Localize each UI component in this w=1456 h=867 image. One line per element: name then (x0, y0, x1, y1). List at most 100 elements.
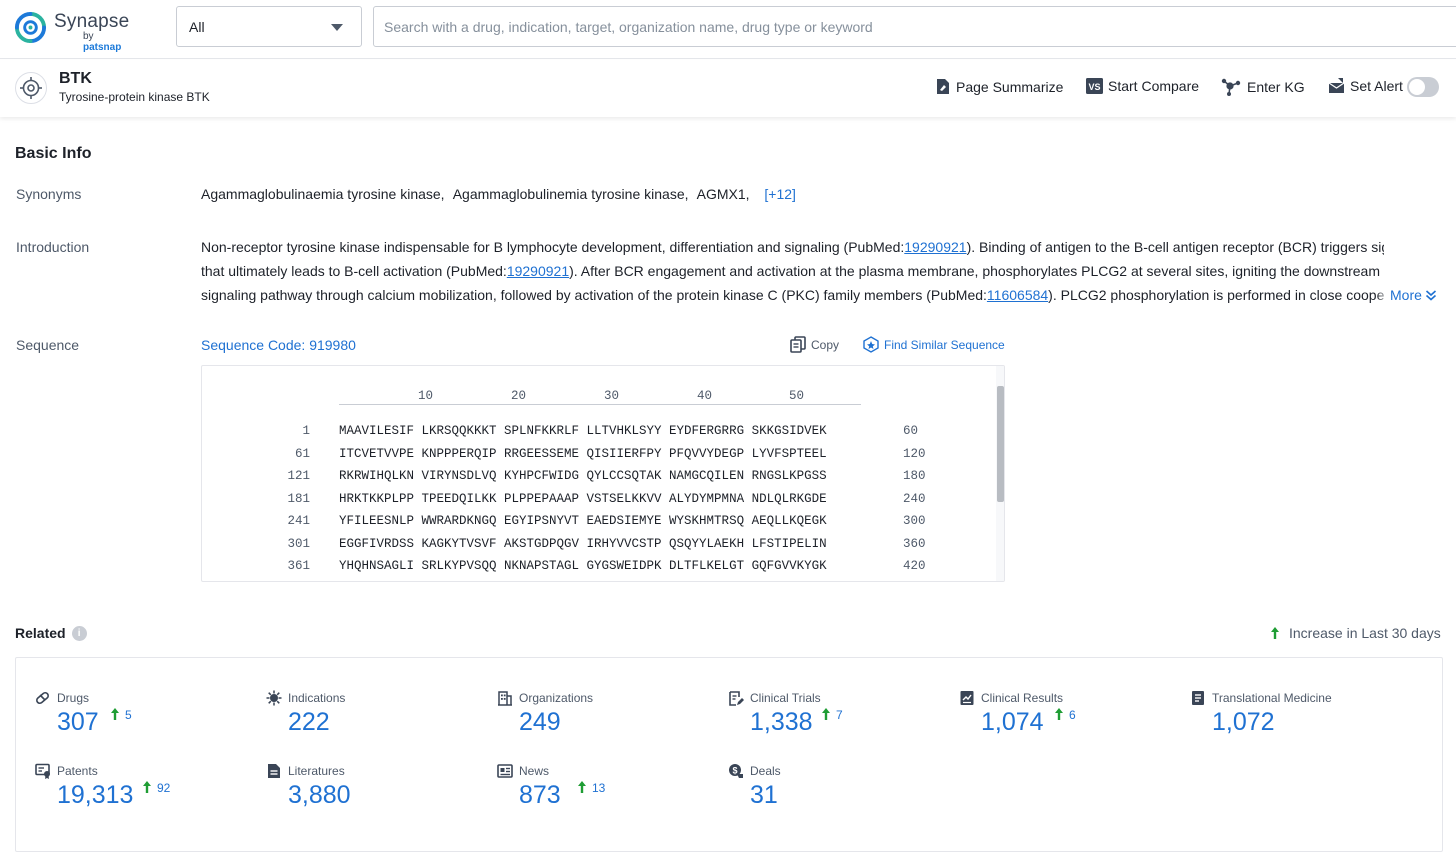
stat-value: 3,880 (288, 781, 351, 810)
related-stat-clinical-results[interactable]: Clinical Results 1,074 6 (959, 690, 1179, 750)
sequence-scrollbar-thumb[interactable] (997, 386, 1004, 502)
stat-value: 19,313 (57, 781, 133, 810)
stat-value: 1,072 (1212, 708, 1275, 737)
sequence-row-end: 420 (903, 559, 926, 573)
synapse-logo-icon (14, 11, 47, 44)
stat-value: 31 (750, 781, 778, 810)
sequence-row-end: 180 (903, 469, 926, 483)
increase-legend: Increase in Last 30 days (1270, 625, 1441, 641)
introduction-line: signaling pathway through calcium mobili… (201, 283, 1384, 307)
find-similar-sequence-button[interactable]: Find Similar Sequence (863, 336, 1005, 353)
target-name: BTK (59, 70, 92, 88)
stat-value: 1,338 (750, 708, 813, 737)
stat-label: Literatures (288, 764, 345, 778)
more-label: More (1390, 287, 1422, 303)
sequence-row-start: 1 (270, 424, 310, 438)
sequence-row-residues: RKRWIHQLKN VIRYNSDLVQ KYHPCFWIDG QYLCCSQ… (339, 469, 827, 483)
page-summarize-button[interactable]: Page Summarize (935, 78, 1063, 95)
introduction-text-segment: ). Binding of antigen to the B-cell anti… (967, 239, 1384, 255)
arrow-up-icon (821, 707, 831, 721)
virus-icon (266, 690, 282, 706)
sequence-row-start: 241 (270, 514, 310, 528)
related-stat-indications[interactable]: Indications222 (266, 690, 486, 750)
introduction-line: that ultimately leads to B-cell activati… (201, 259, 1384, 283)
arrow-up-icon (1270, 626, 1280, 640)
sequence-row-residues: MAAVILESIF LKRSQQKKKT SPLNFKKRLF LLTVHKL… (339, 424, 827, 438)
related-stat-clinical-trials[interactable]: Clinical Trials1,3387 (728, 690, 948, 750)
stat-increase-value: 7 (836, 708, 843, 722)
toggle-knob (1409, 79, 1425, 95)
info-icon[interactable]: i (72, 626, 87, 641)
top-bar: Synapse by patsnap All (0, 0, 1456, 59)
sequence-code-link[interactable]: Sequence Code: 919980 (201, 337, 356, 353)
intro-more-button[interactable]: More (1376, 283, 1437, 307)
stat-label: Organizations (519, 691, 593, 705)
enter-kg-label: Enter KG (1247, 79, 1305, 95)
alert-mail-icon (1328, 78, 1345, 94)
synapse-logo[interactable]: Synapse by patsnap (14, 10, 134, 46)
stat-increase: 6 (1054, 707, 1076, 722)
ruler-tick-label: 10 (418, 389, 433, 403)
copy-sequence-button[interactable]: Copy (790, 336, 839, 353)
introduction-line: Non-receptor tyrosine kinase indispensab… (201, 235, 1384, 259)
stat-header: Clinical Results (959, 690, 1063, 706)
stat-label: Patents (57, 764, 98, 778)
stat-header: Organizations (497, 690, 593, 706)
related-stat-deals[interactable]: $Deals31 (728, 763, 948, 823)
building-icon (497, 690, 513, 706)
knowledge-graph-icon (1221, 78, 1242, 96)
search-input[interactable] (373, 6, 1456, 47)
synonyms-more-link[interactable]: [+12] (764, 186, 796, 202)
sequence-ruler: 1020304050 (339, 389, 861, 405)
introduction-text-segment: that ultimately leads to B-cell activati… (201, 263, 507, 279)
related-stat-patents[interactable]: Patents 19,313 92 (35, 763, 255, 823)
increase-legend-label: Increase in Last 30 days (1289, 625, 1441, 641)
stat-increase-value: 5 (125, 708, 132, 722)
sequence-content: 1020304050 1 MAAVILESIF LKRSQQKKKT SPLNFK… (202, 366, 992, 581)
enter-kg-button[interactable]: Enter KG (1221, 78, 1305, 96)
clipboard-edit-icon (728, 690, 744, 706)
pubmed-link[interactable]: 11606584 (987, 287, 1048, 303)
stat-header: Translational Medicine (1190, 690, 1332, 706)
pubmed-link[interactable]: 19290921 (904, 239, 966, 255)
pubmed-link[interactable]: 19290921 (507, 263, 569, 279)
start-compare-button[interactable]: VS Start Compare (1086, 78, 1199, 94)
sequence-row-residues: ITCVETVVPE KNPPPERQIP RRGEESSEME QISIIER… (339, 447, 827, 461)
related-stat-literatures[interactable]: Literatures 3,880 (266, 763, 486, 823)
related-title: Related (15, 625, 66, 641)
stat-increase-value: 92 (157, 781, 170, 795)
related-stats-card: Drugs3075Indications222Organizations249 C… (15, 657, 1443, 852)
ruler-tick-label: 30 (604, 389, 619, 403)
introduction-text-segment: ). PLCG2 phosphorylation is performed in… (1048, 287, 1384, 303)
sequence-row-end: 240 (903, 492, 926, 506)
set-alert-label-group[interactable]: Set Alert (1328, 78, 1403, 94)
related-stat-news[interactable]: News87313 (497, 763, 717, 823)
copy-icon (790, 336, 806, 353)
logo-brand: patsnap (83, 42, 121, 53)
related-stat-organizations[interactable]: Organizations249 (497, 690, 717, 750)
search-scope-select[interactable]: All (176, 6, 362, 47)
similar-sequence-icon (863, 336, 879, 353)
related-stat-drugs[interactable]: Drugs3075 (35, 690, 255, 750)
target-full-name: Tyrosine-protein kinase BTK (59, 90, 210, 104)
arrow-up-icon (1054, 707, 1064, 721)
stat-label: Clinical Results (981, 691, 1063, 705)
page-summarize-label: Page Summarize (956, 79, 1063, 95)
sequence-row: 361YHQHNSAGLI SRLKYPVSQQ NKNAPSTAGL GYGS… (202, 559, 992, 577)
logo-wordmark: Synapse (54, 11, 129, 33)
stat-header: Literatures (266, 763, 345, 779)
find-similar-label: Find Similar Sequence (884, 338, 1005, 352)
stat-value: 1,074 (981, 708, 1044, 737)
set-alert-toggle[interactable] (1407, 77, 1439, 97)
sequence-row-end: 60 (903, 424, 918, 438)
sequence-viewer[interactable]: 1020304050 1 MAAVILESIF LKRSQQKKKT SPLNFK… (201, 365, 1005, 582)
deal-icon: $ (728, 763, 744, 779)
sequence-row-start: 361 (270, 559, 310, 573)
arrow-up-icon (110, 707, 120, 721)
sequence-row-start: 61 (270, 447, 310, 461)
stat-value: 222 (288, 708, 330, 737)
related-stat-translational-medicine[interactable]: Translational Medicine 1,072 (1190, 690, 1410, 750)
target-crosshair-icon (15, 72, 47, 104)
sequence-row-end: 120 (903, 447, 926, 461)
sequence-row: 301EGGFIVRDSS KAGKYTVSVF AKSTGDPQGV IRHY… (202, 537, 992, 555)
